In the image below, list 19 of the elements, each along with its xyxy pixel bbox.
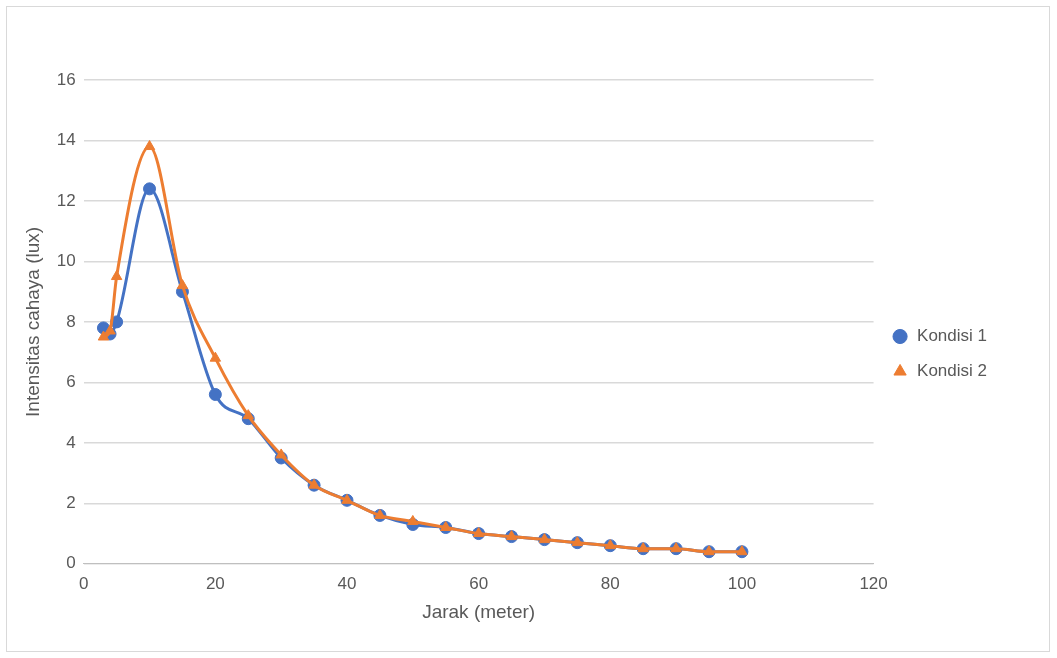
x-axis-title: Jarak (meter) [422,600,536,622]
y-tick-label: 6 [66,372,76,392]
x-tick-label: 100 [727,573,757,593]
y-tick-label: 4 [66,432,76,452]
y-tick-label: 14 [56,130,76,150]
y-tick-label: 12 [56,190,76,210]
y-tick-label: 2 [66,493,76,513]
y-tick-label: 16 [56,69,76,89]
legend-label: Kondisi 1 [917,326,987,346]
y-tick-label: 0 [66,553,76,573]
legend-label: Kondisi 2 [917,361,987,381]
y-tick-label: 10 [56,251,76,271]
x-tick-label: 20 [205,573,225,593]
x-tick-label: 120 [859,573,888,593]
x-tick-label: 40 [337,573,357,593]
x-tick-label: 60 [469,573,489,593]
y-axis-title: Intensitas cahaya (lux) [21,226,43,417]
y-tick-label: 8 [66,311,76,331]
x-tick-label: 80 [600,573,620,593]
